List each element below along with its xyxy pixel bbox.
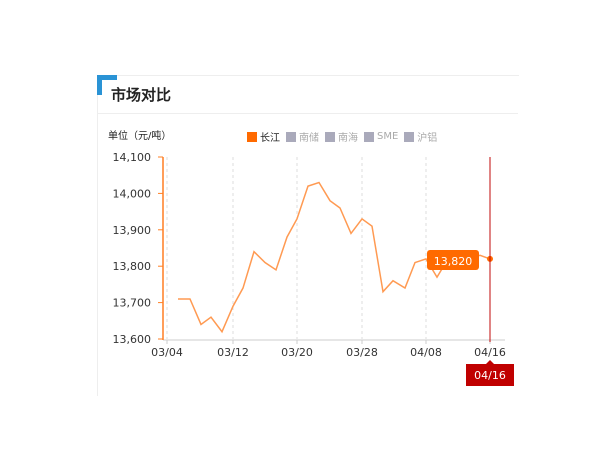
legend-swatch (325, 131, 335, 142)
legend-item[interactable]: 长江 (247, 129, 280, 144)
page-title: 市场对比 (111, 86, 172, 104)
legend-swatch (364, 131, 374, 142)
legend-label: 长江 (260, 133, 280, 144)
legend-item[interactable]: 南海 (325, 129, 358, 144)
y-tick-label: 14,100 (113, 151, 152, 164)
series-line-changjiang (178, 181, 491, 334)
date-tooltip-text: 04/16 (474, 369, 506, 382)
legend: 长江 南储 南海 SME 沪铝 (247, 129, 437, 144)
x-tick-label: 03/04 (151, 346, 183, 359)
x-tick-label: 03/28 (346, 346, 378, 359)
legend-swatch (286, 131, 296, 142)
legend-label: SME (377, 131, 399, 142)
value-tooltip-text: 13,820 (434, 255, 473, 268)
y-tick-label: 13,700 (113, 297, 152, 310)
y-tick-label: 13,600 (113, 333, 152, 346)
date-tooltip-box (466, 364, 514, 386)
x-tick-label: 04/16 (474, 346, 506, 359)
legend-item[interactable]: 沪铝 (404, 129, 437, 144)
legend-item[interactable]: 南储 (286, 129, 319, 144)
x-tick-label: 03/12 (217, 346, 249, 359)
title-accent (97, 75, 117, 95)
y-tick-label: 13,900 (113, 224, 152, 237)
legend-item[interactable]: SME (364, 131, 398, 142)
y-tick-label: 13,800 (113, 260, 152, 273)
market-panel (97, 75, 519, 396)
title-bar (97, 75, 518, 114)
y-tick-label: 14,000 (113, 187, 152, 200)
legend-label: 沪铝 (417, 133, 438, 144)
x-tick-label: 03/20 (281, 346, 313, 359)
legend-label: 南海 (338, 133, 358, 144)
legend-label: 南储 (299, 133, 319, 144)
value-tooltip-box (427, 250, 479, 270)
legend-swatch (247, 131, 257, 142)
x-tick-label: 04/08 (410, 346, 442, 359)
legend-swatch (404, 131, 415, 142)
y-axis-label: 单位（元/吨） (108, 131, 172, 142)
date-tooltip-pointer (486, 360, 494, 364)
